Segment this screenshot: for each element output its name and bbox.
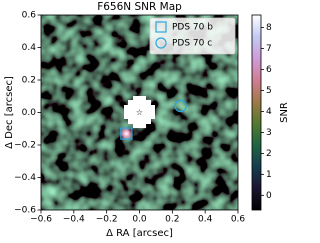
y-axis-label: Δ Dec [arcsec] — [4, 76, 15, 149]
x-axis-label: Δ RA [arcsec] — [106, 228, 173, 239]
chart: ☆ F656N SNR Map Δ RA [arcsec] Δ Dec [arc… — [4, 1, 290, 239]
y-tick-label: 0.4 — [22, 43, 37, 53]
legend-label: PDS 70 c — [172, 39, 212, 49]
x-tick-label: 0.2 — [165, 215, 179, 225]
colorbar-tick-label: 3 — [266, 128, 272, 138]
x-tick-label: 0.4 — [198, 215, 213, 225]
x-tick-label: −0.6 — [30, 215, 52, 225]
y-tick-label: −0.2 — [14, 141, 36, 151]
marker-square — [120, 127, 133, 140]
y-tick-label: 0.0 — [22, 108, 37, 118]
x-tick-label: −0.2 — [96, 215, 118, 225]
y-tick-label: 0.2 — [22, 76, 36, 86]
colorbar-tick-label: 8 — [266, 23, 272, 33]
y-tick-label: −0.6 — [14, 206, 36, 216]
colorbar — [251, 14, 262, 211]
occulting-mask — [124, 96, 155, 128]
star-symbol: ☆ — [136, 108, 143, 117]
colorbar-tick-label: 1 — [266, 170, 272, 180]
marker-square — [155, 21, 167, 33]
x-tick-label: 0.0 — [132, 215, 147, 225]
colorbar-label: SNR — [279, 102, 290, 123]
colorbar-tick-label: 5 — [266, 86, 272, 96]
chart-title: F656N SNR Map — [97, 1, 182, 13]
x-tick-label: −0.4 — [63, 215, 85, 225]
y-tick-label: −0.4 — [14, 173, 36, 183]
planet-glow — [119, 126, 134, 141]
colorbar-tick-label: 4 — [266, 107, 272, 117]
legend-label: PDS 70 b — [172, 23, 213, 33]
colorbar-tick-label: 2 — [266, 149, 272, 159]
marker-circle — [155, 37, 167, 49]
colorbar-tick-label: 6 — [266, 65, 272, 75]
colorbar-tick-label: 7 — [266, 44, 272, 54]
y-tick-label: 0.6 — [22, 11, 37, 21]
marker-circle — [174, 99, 187, 113]
colorbar-tick-label: 0 — [266, 191, 272, 201]
legend: PDS 70 b PDS 70 c — [149, 17, 236, 55]
x-tick-label: 0.6 — [231, 215, 246, 225]
legend-box — [149, 17, 236, 55]
